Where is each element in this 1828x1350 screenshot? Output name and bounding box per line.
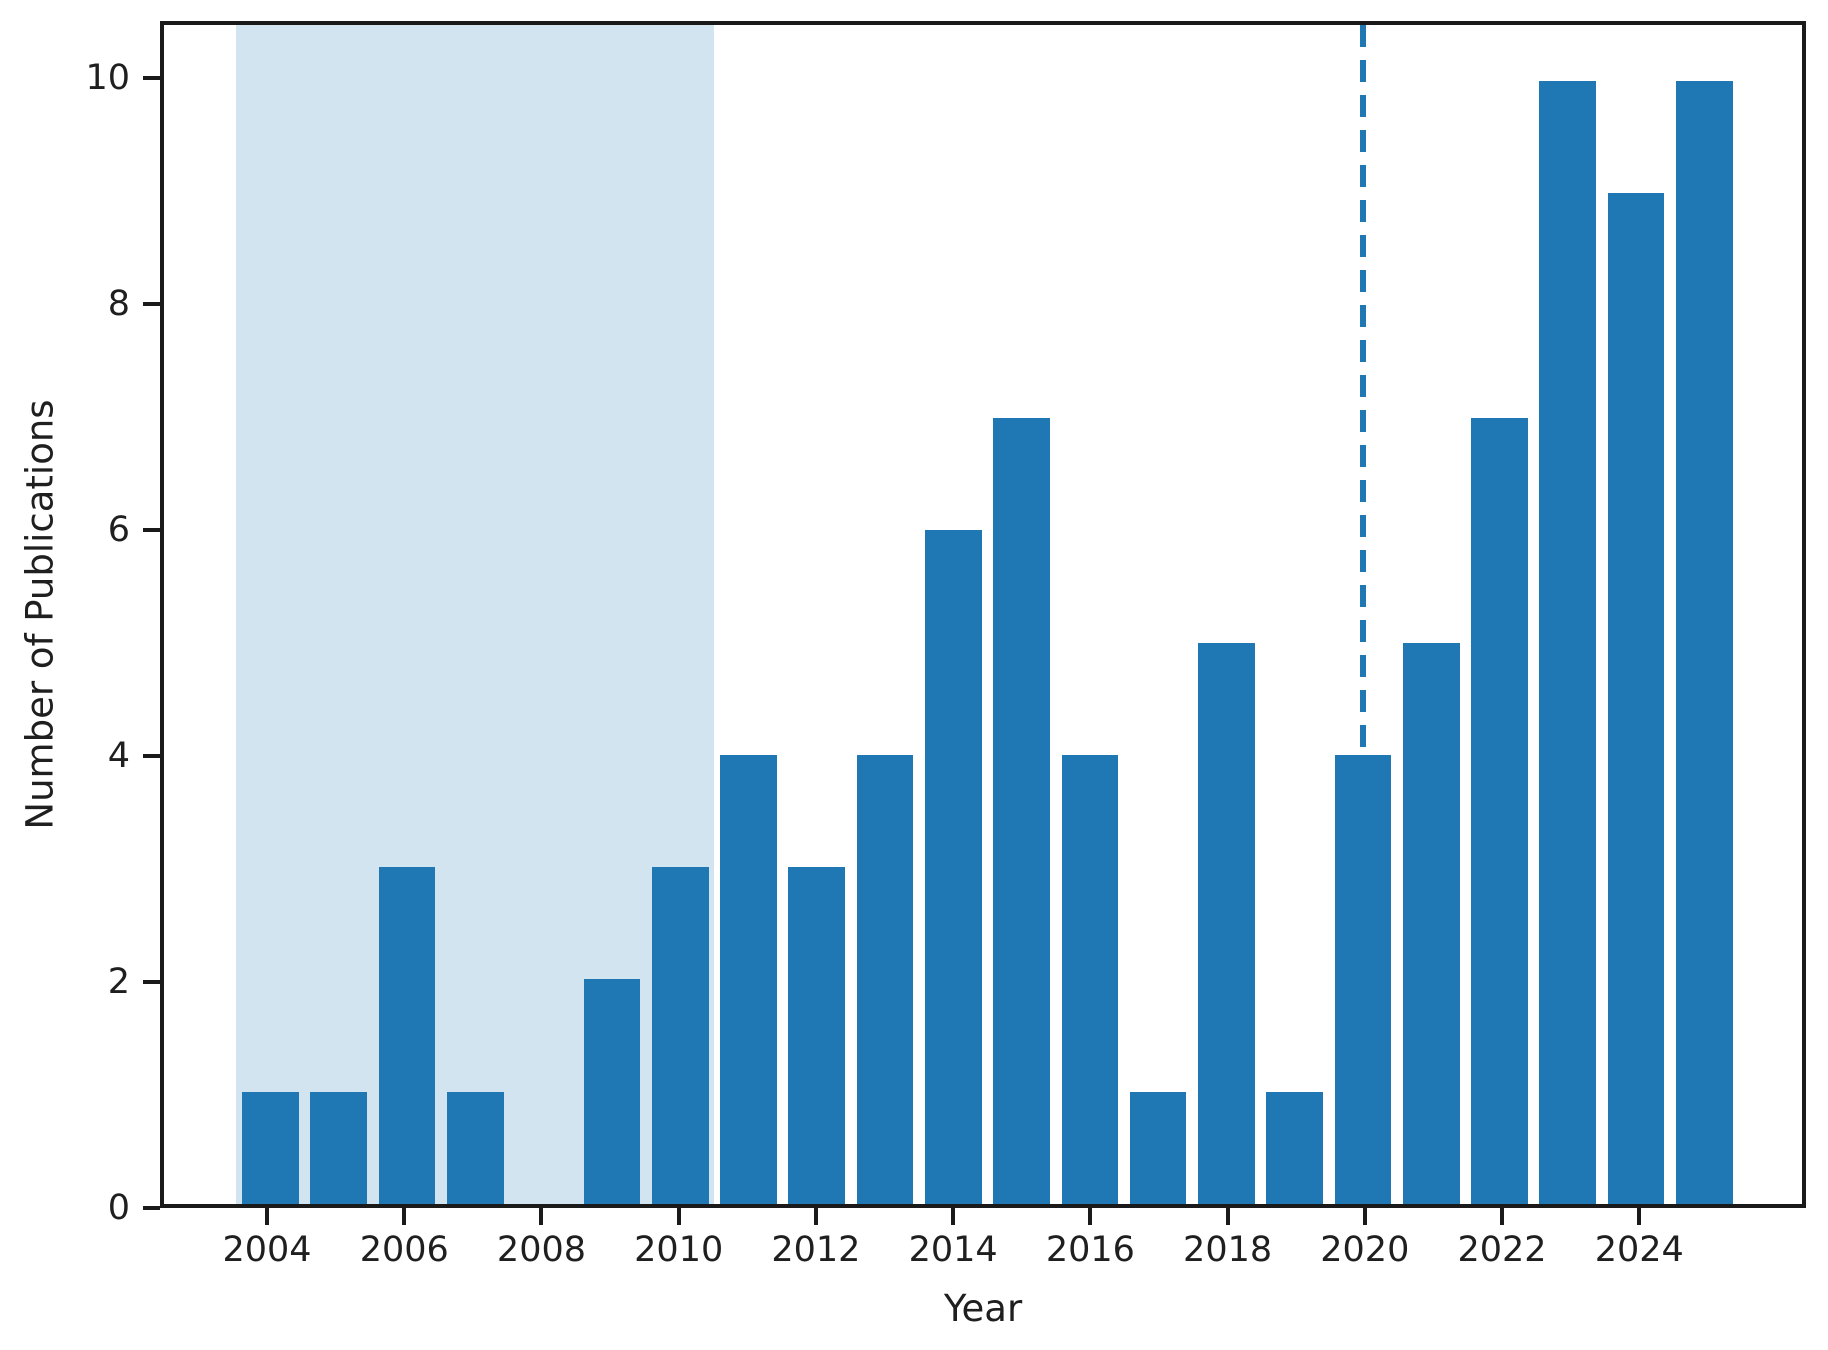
y-axis-title-wrap: Number of Publications [0, 21, 80, 1208]
y-axis-tick-8 [143, 301, 160, 306]
y-axis-title: Number of Publications [18, 399, 62, 830]
bar-2016 [1061, 754, 1119, 1204]
plot-inner [164, 25, 1802, 1204]
y-axis-tick-2 [143, 979, 160, 984]
x-axis-tick-2016 [1088, 1208, 1093, 1225]
x-axis-tick-2022 [1500, 1208, 1505, 1225]
bar-2006 [378, 867, 436, 1204]
bar-2024 [1607, 193, 1665, 1204]
bar-2014 [924, 530, 982, 1204]
bar-2005 [310, 1091, 368, 1204]
x-axis-tick-2014 [951, 1208, 956, 1225]
bar-2007 [447, 1091, 504, 1204]
bar-2023 [1539, 81, 1597, 1204]
dashed-vline-2020 [1359, 25, 1366, 755]
y-axis-tick-4 [143, 753, 160, 758]
plot-area [160, 21, 1806, 1208]
x-tick-label-2020: 2020 [1320, 1230, 1410, 1270]
y-tick-label-2: 2 [107, 961, 130, 1002]
y-axis-tick-6 [143, 527, 160, 532]
bar-2017 [1129, 1091, 1187, 1204]
x-tick-label-2022: 2022 [1457, 1230, 1547, 1270]
x-axis-tick-2018 [1225, 1208, 1230, 1225]
bar-2020 [1334, 754, 1392, 1204]
x-axis-tick-2008 [539, 1208, 544, 1225]
bar-2010 [651, 867, 709, 1204]
x-tick-label-2024: 2024 [1594, 1230, 1684, 1270]
x-axis-tick-2010 [676, 1208, 681, 1225]
x-axis-tick-2004 [265, 1208, 270, 1225]
y-axis-tick-0 [143, 1206, 160, 1210]
bar-2004 [242, 1091, 299, 1204]
y-tick-label-4: 4 [107, 735, 130, 776]
x-axis-tick-2020 [1362, 1208, 1367, 1225]
x-tick-label-2006: 2006 [359, 1230, 449, 1270]
x-axis-title: Year [943, 1287, 1023, 1330]
x-tick-label-2004: 2004 [222, 1230, 312, 1270]
x-tick-label-2012: 2012 [771, 1230, 861, 1270]
highlight-span-region [236, 25, 715, 1204]
y-tick-label-10: 10 [85, 57, 130, 98]
y-tick-label-6: 6 [107, 509, 130, 550]
bar-2009 [583, 979, 641, 1204]
bar-2015 [993, 418, 1050, 1204]
x-axis-tick-2024 [1637, 1208, 1642, 1225]
y-tick-label-0: 0 [107, 1188, 130, 1228]
x-axis-tick-2006 [402, 1208, 407, 1225]
bar-2011 [720, 754, 777, 1204]
bar-2013 [856, 754, 914, 1204]
bar-2025 [1676, 81, 1733, 1204]
x-tick-label-2010: 2010 [634, 1230, 724, 1270]
x-tick-label-2008: 2008 [496, 1230, 587, 1270]
bar-2021 [1402, 642, 1460, 1204]
y-axis-tick-10 [143, 75, 160, 80]
y-tick-label-8: 8 [107, 283, 130, 324]
x-tick-label-2018: 2018 [1183, 1230, 1273, 1270]
bar-2012 [788, 867, 846, 1204]
bar-2018 [1198, 642, 1255, 1204]
x-axis-tick-2012 [813, 1208, 818, 1225]
bar-2019 [1266, 1091, 1323, 1204]
x-tick-label-2016: 2016 [1045, 1230, 1135, 1270]
bar-2022 [1471, 418, 1528, 1204]
x-tick-label-2014: 2014 [908, 1230, 998, 1270]
